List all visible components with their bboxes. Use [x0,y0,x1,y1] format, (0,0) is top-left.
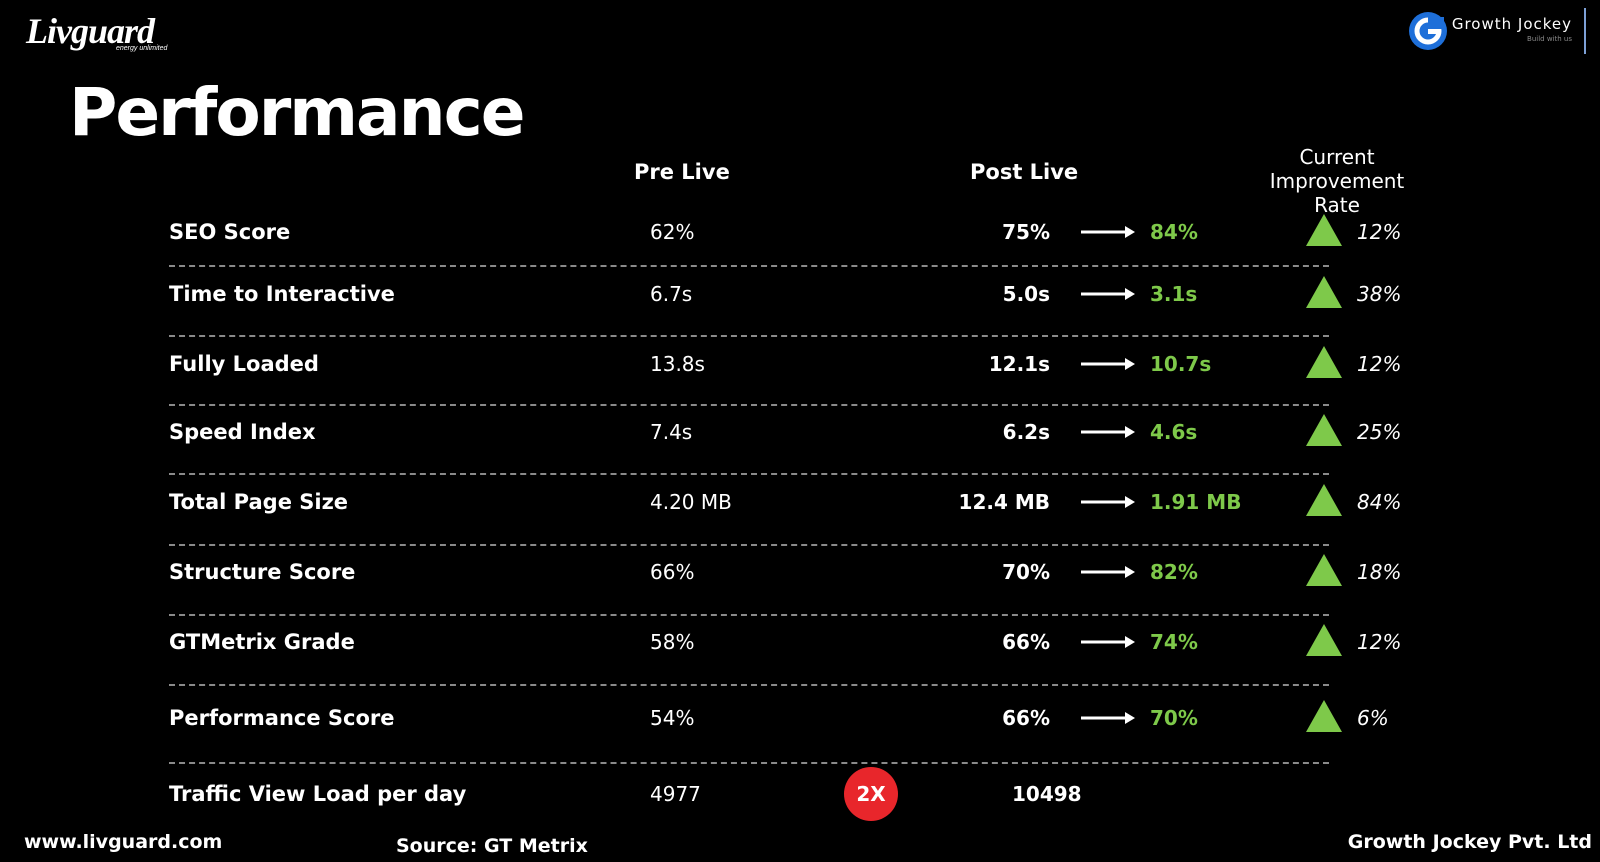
growth-jockey-tagline: Build with us [1527,35,1572,43]
row-divider [169,335,1329,337]
column-header-improvement-rate: Current Improvement Rate [1245,145,1429,217]
triangle-up-icon [1306,624,1342,656]
post-live-value: 6.2s [1002,420,1050,444]
column-header-post-live: Post Live [970,160,1079,184]
right-arrow-icon [1081,496,1135,508]
improved-value: 10.7s [1150,352,1212,376]
right-arrow-icon [1081,426,1135,438]
metric-label: Structure Score [169,560,356,584]
right-arrow-icon [1081,636,1135,648]
row-divider [169,404,1329,406]
right-arrow-icon [1081,566,1135,578]
improved-value: 84% [1150,220,1198,244]
pre-live-value: 54% [650,706,695,730]
triangle-up-icon [1306,700,1342,732]
footer-company: Growth Jockey Pvt. Ltd [1347,831,1592,853]
improved-value: 1.91 MB [1150,490,1242,514]
improved-value: 70% [1150,706,1198,730]
metric-label: Time to Interactive [169,282,395,306]
pre-live-value: 58% [650,630,695,654]
table-row: Time to Interactive 6.7s 5.0s 3.1s 38% [0,274,1600,314]
right-arrow-icon [1081,226,1135,238]
improvement-rate-value: 12% [1357,220,1402,244]
metric-label: Total Page Size [169,490,349,514]
table-row: Performance Score 54% 66% 70% 6% [0,698,1600,738]
improved-value: 74% [1150,630,1198,654]
row-divider [169,762,1329,764]
right-arrow-icon [1081,358,1135,370]
pre-live-value: 62% [650,220,695,244]
livguard-logo-tagline: energy unlimited [116,45,168,52]
triangle-up-icon [1306,554,1342,586]
improvement-rate-value: 12% [1357,352,1402,376]
traffic-metric-label: Traffic View Load per day [169,782,467,806]
triangle-up-icon [1306,214,1342,246]
triangle-up-icon [1306,346,1342,378]
right-arrow-icon [1081,712,1135,724]
growth-jockey-logo: Growth Jockey Build with us [1408,8,1586,54]
metric-label: Speed Index [169,420,316,444]
table-row: Fully Loaded 13.8s 12.1s 10.7s 12% [0,344,1600,384]
row-divider [169,684,1329,686]
traffic-post-live-value: 10498 [1012,782,1082,806]
post-live-value: 5.0s [1002,282,1050,306]
improvement-rate-value: 12% [1357,630,1402,654]
metric-label: GTMetrix Grade [169,630,355,654]
improved-value: 82% [1150,560,1198,584]
brand-accent-bar [1584,8,1586,54]
pre-live-value: 66% [650,560,695,584]
table-row: SEO Score 62% 75% 84% 12% [0,212,1600,252]
post-live-value: 70% [1002,560,1050,584]
traffic-multiplier-badge: 2X [844,767,898,821]
improved-value: 3.1s [1150,282,1198,306]
table-row: Speed Index 7.4s 6.2s 4.6s 25% [0,412,1600,452]
post-live-value: 75% [1002,220,1050,244]
post-live-value: 12.4 MB [958,490,1050,514]
growth-jockey-name: Growth Jockey [1451,15,1572,33]
traffic-pre-live-value: 4977 [650,782,701,806]
column-header-rate-line1: Current [1299,145,1375,169]
row-divider [169,544,1329,546]
growth-jockey-g-icon [1408,12,1447,50]
footer-website: www.livguard.com [24,831,223,853]
traffic-row: Traffic View Load per day 4977 2X 10498 [0,767,1600,821]
pre-live-value: 7.4s [650,420,693,444]
row-divider [169,614,1329,616]
post-live-value: 12.1s [988,352,1050,376]
table-row: Structure Score 66% 70% 82% 18% [0,552,1600,592]
table-row: Total Page Size 4.20 MB 12.4 MB 1.91 MB 84% [0,482,1600,522]
footer-source: Source: GT Metrix [396,835,588,857]
post-live-value: 66% [1002,706,1050,730]
pre-live-value: 4.20 MB [650,490,732,514]
improvement-rate-value: 6% [1357,706,1389,730]
column-header-pre-live: Pre Live [634,160,730,184]
improvement-rate-value: 25% [1357,420,1402,444]
improved-value: 4.6s [1150,420,1198,444]
column-header-rate-line2: Improvement Rate [1269,169,1405,217]
row-divider [169,473,1329,475]
post-live-value: 66% [1002,630,1050,654]
metric-label: Performance Score [169,706,395,730]
improvement-rate-value: 38% [1357,282,1402,306]
livguard-logo-word: Livguard [26,11,155,51]
table-row: GTMetrix Grade 58% 66% 74% 12% [0,622,1600,662]
metric-label: SEO Score [169,220,291,244]
pre-live-value: 13.8s [650,352,705,376]
row-divider [169,265,1329,267]
improvement-rate-value: 18% [1357,560,1402,584]
triangle-up-icon [1306,276,1342,308]
pre-live-value: 6.7s [650,282,693,306]
metric-label: Fully Loaded [169,352,319,376]
page-title: Performance [69,74,525,151]
triangle-up-icon [1306,484,1342,516]
livguard-logo: Livguard energy unlimited [26,11,167,52]
right-arrow-icon [1081,288,1135,300]
triangle-up-icon [1306,414,1342,446]
improvement-rate-value: 84% [1357,490,1402,514]
